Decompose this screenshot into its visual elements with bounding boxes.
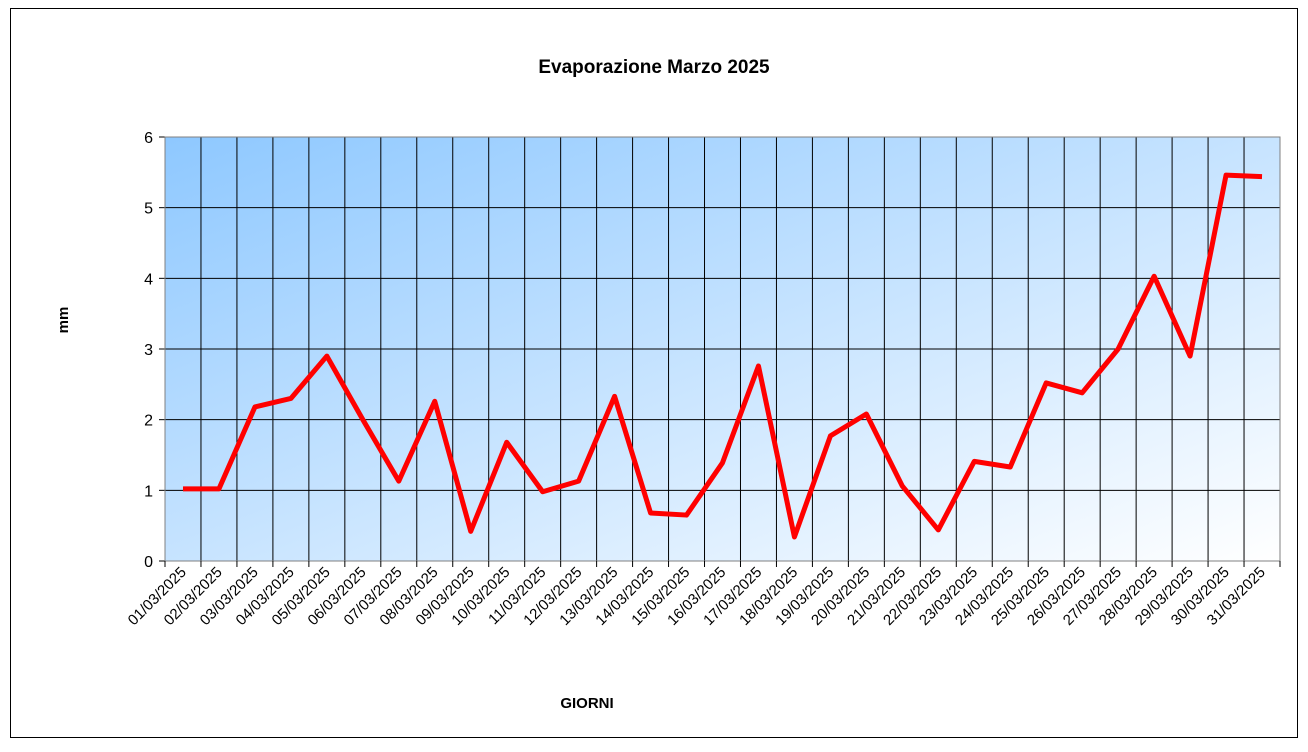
y-tick-label: 6 xyxy=(144,130,153,147)
y-tick-label: 0 xyxy=(144,554,153,571)
y-tick-label: 2 xyxy=(144,413,153,430)
chart-title: Evaporazione Marzo 2025 xyxy=(538,57,770,78)
y-tick-label: 1 xyxy=(144,483,153,500)
y-tick-label: 3 xyxy=(144,342,153,359)
x-axis-label: GIORNI xyxy=(560,695,613,712)
data-line xyxy=(182,172,1263,540)
y-axis-label: mm xyxy=(55,307,72,334)
y-tick-label: 5 xyxy=(144,201,153,218)
plot-border xyxy=(164,136,1281,562)
y-tick-label: 4 xyxy=(144,271,153,288)
